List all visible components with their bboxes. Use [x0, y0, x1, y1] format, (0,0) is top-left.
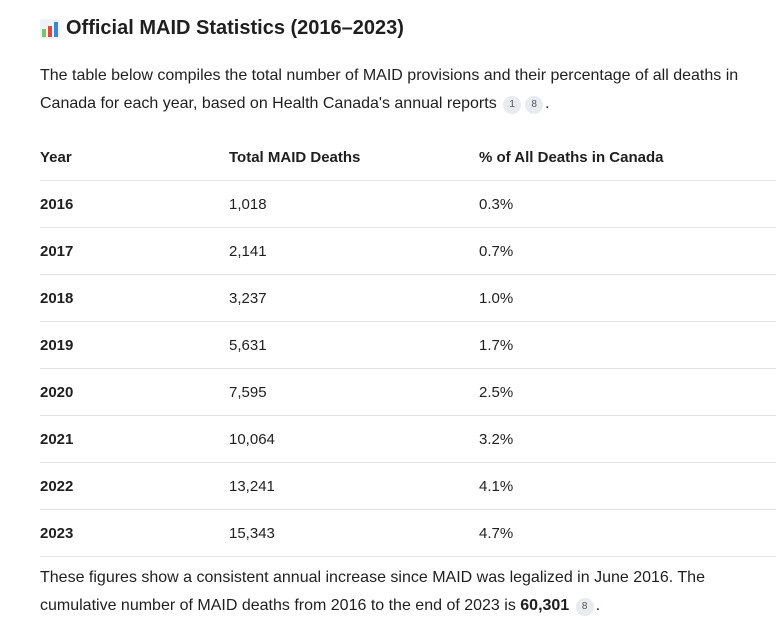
bar-chart-icon — [40, 18, 60, 39]
cell-percent: 3.2% — [479, 415, 776, 463]
cell-year: 2022 — [40, 462, 229, 510]
citation-badge[interactable]: 1 — [503, 96, 522, 114]
table-row: 2019 5,631 1.7% — [40, 321, 776, 369]
intro-paragraph: The table below compiles the total numbe… — [40, 62, 738, 118]
cell-year: 2016 — [40, 180, 229, 228]
table-row: 2020 7,595 2.5% — [40, 368, 776, 416]
intro-line-1: The table below compiles the total numbe… — [40, 67, 739, 84]
cell-percent: 1.7% — [479, 321, 776, 369]
cell-percent: 1.0% — [479, 274, 776, 322]
table-row: 2018 3,237 1.0% — [40, 274, 776, 322]
section-heading: Official MAID Statistics (2016–2023) — [40, 17, 404, 40]
header-total-deaths: Total MAID Deaths — [229, 134, 479, 181]
summary-line-1: These figures show a consistent annual i… — [40, 569, 705, 586]
table-row: 2016 1,018 0.3% — [40, 180, 776, 228]
period: . — [595, 597, 601, 614]
maid-statistics-table: Year Total MAID Deaths % of All Deaths i… — [40, 134, 776, 557]
cumulative-total: 60,301 — [520, 597, 570, 614]
table-row: 2021 10,064 3.2% — [40, 415, 776, 463]
cell-year: 2021 — [40, 415, 229, 463]
cell-total-deaths: 10,064 — [229, 415, 479, 463]
table-row: 2022 13,241 4.1% — [40, 462, 776, 510]
cell-total-deaths: 5,631 — [229, 321, 479, 369]
cell-total-deaths: 15,343 — [229, 509, 479, 557]
cell-year: 2017 — [40, 227, 229, 275]
cell-year: 2023 — [40, 509, 229, 557]
cell-total-deaths: 2,141 — [229, 227, 479, 275]
cell-year: 2018 — [40, 274, 229, 322]
heading-text: Official MAID Statistics (2016–2023) — [66, 17, 404, 39]
cell-percent: 4.1% — [479, 462, 776, 510]
header-percent: % of All Deaths in Canada — [479, 134, 776, 181]
cell-year: 2020 — [40, 368, 229, 416]
cell-total-deaths: 1,018 — [229, 180, 479, 228]
table-header-row: Year Total MAID Deaths % of All Deaths i… — [40, 134, 776, 181]
cell-percent: 2.5% — [479, 368, 776, 416]
intro-line-2: Canada for each year, based on Health Ca… — [40, 95, 497, 112]
summary-line-2: cumulative number of MAID deaths from 20… — [40, 597, 521, 614]
table-row: 2017 2,141 0.7% — [40, 227, 776, 275]
header-year: Year — [40, 134, 229, 181]
citation-badge[interactable]: 8 — [575, 598, 594, 616]
cell-total-deaths: 13,241 — [229, 462, 479, 510]
period: . — [545, 95, 550, 112]
table-row: 2023 15,343 4.7% — [40, 509, 776, 557]
cell-percent: 0.7% — [479, 227, 776, 275]
cell-percent: 4.7% — [479, 509, 776, 557]
cell-percent: 0.3% — [479, 180, 776, 228]
cell-total-deaths: 7,595 — [229, 368, 479, 416]
cell-total-deaths: 3,237 — [229, 274, 479, 322]
cell-year: 2019 — [40, 321, 229, 369]
citation-badge[interactable]: 8 — [525, 96, 544, 114]
summary-paragraph: These figures show a consistent annual i… — [40, 564, 705, 620]
